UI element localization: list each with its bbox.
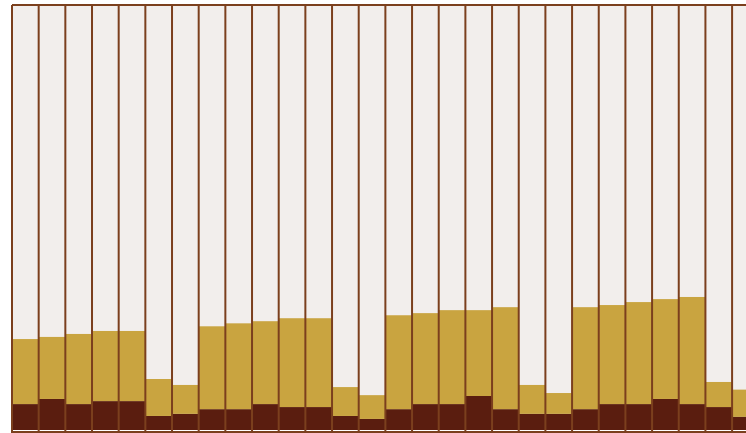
bar-segment [92, 330, 119, 402]
bar-segment [492, 307, 519, 410]
column-background [145, 5, 173, 430]
bar-segment [385, 315, 413, 410]
bar-segment [65, 333, 93, 405]
bar-segment [118, 401, 146, 430]
bar-segment [625, 302, 653, 405]
bar-segment [438, 404, 466, 430]
bar-segment [172, 384, 199, 414]
bar-segment [412, 313, 439, 405]
bar-segment [572, 409, 599, 430]
bar-segment [652, 398, 679, 430]
bar-segment [278, 318, 306, 408]
bar-segment [465, 396, 493, 430]
bar-segment [225, 323, 253, 410]
bar-segment [145, 415, 173, 430]
bar-segment [732, 389, 746, 417]
bar-segment [38, 336, 66, 399]
bar-segment [198, 409, 226, 430]
bar-segment [332, 387, 359, 416]
bar-segment [598, 404, 626, 430]
bar-segment [572, 307, 599, 410]
bar-segment [305, 318, 333, 408]
bar-segment [492, 409, 519, 430]
column-background [545, 5, 573, 430]
bar-segment [278, 407, 306, 430]
bar-segment [385, 409, 413, 430]
bar-segment [412, 404, 439, 430]
bar-segment [358, 395, 386, 419]
bar-segment [118, 330, 146, 402]
bar-segment [252, 321, 279, 405]
bar-segment [732, 416, 746, 430]
bar-segment [198, 326, 226, 410]
column-background [332, 5, 359, 430]
bar-segment [625, 404, 653, 430]
bar-segment [225, 409, 253, 430]
bar-segment [465, 310, 493, 396]
bar-segment [332, 415, 359, 430]
bar-segment [12, 404, 39, 430]
bar-segment [518, 384, 546, 414]
bar-segment [545, 393, 573, 414]
column-background [705, 5, 733, 430]
bar-segment [305, 407, 333, 430]
bar-segment [678, 296, 706, 405]
column-background [732, 5, 746, 430]
bar-segment [12, 339, 39, 405]
bar-segment [518, 413, 546, 430]
column-background [172, 5, 199, 430]
bar-segment [705, 381, 733, 408]
bar-segment [652, 299, 679, 399]
bar-segment [545, 413, 573, 430]
bar-segment [438, 310, 466, 405]
bar-segment [678, 404, 706, 430]
column-background [358, 5, 386, 430]
bar-segment [38, 398, 66, 430]
bar-segment [705, 407, 733, 430]
bar-segment [145, 379, 173, 416]
column-background [518, 5, 546, 430]
bar-segment [65, 404, 93, 430]
bar-segment [598, 305, 626, 405]
bar-segment [172, 413, 199, 430]
bar-segment [358, 418, 386, 430]
bar-segment [252, 404, 279, 430]
bar-segment [92, 401, 119, 430]
